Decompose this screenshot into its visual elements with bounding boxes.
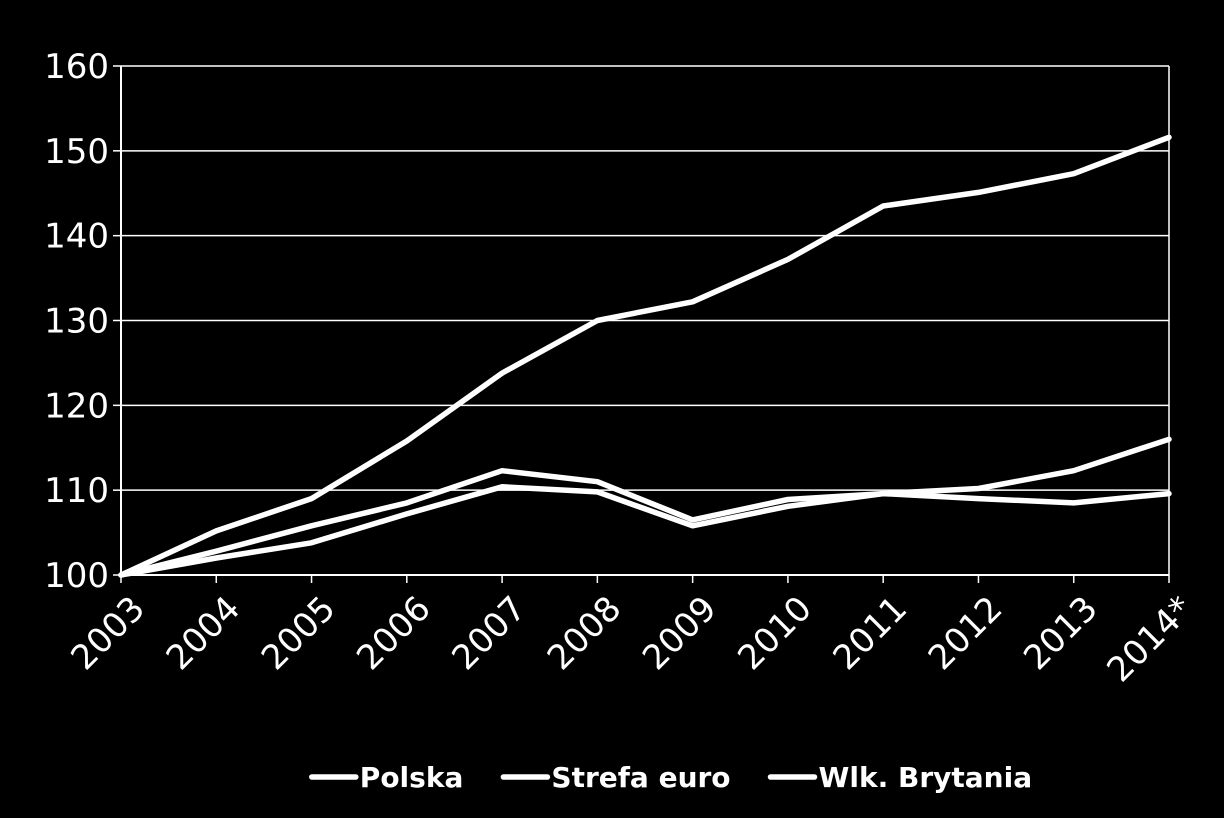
legend-label-0: Polska <box>360 761 464 794</box>
y-tick-label-100: 100 <box>44 556 109 596</box>
x-tick-label-2: 2005 <box>254 589 343 678</box>
x-tick-label-7: 2010 <box>730 589 819 678</box>
x-tick-label-4: 2007 <box>445 589 534 678</box>
gridlines <box>121 65 1169 491</box>
legend-item-2: Wlk. Brytania <box>767 761 1033 794</box>
x-tick-label-6: 2009 <box>635 589 724 678</box>
x-axis-ticks: 2003 2004 2005 2006 2007 2008 2009 2010 2011 2012… <box>63 589 1200 690</box>
x-tick-label-5: 2008 <box>540 589 629 678</box>
axes <box>113 65 1170 583</box>
x-tick-label-3: 2006 <box>349 589 438 678</box>
y-tick-label-110: 110 <box>44 471 109 511</box>
series-lines <box>118 134 1172 578</box>
series-line-1 <box>118 484 1172 578</box>
x-tick-label-10: 2013 <box>1016 589 1105 678</box>
legend: Polska Strefa euro Wlk. Brytania <box>309 761 1033 794</box>
y-tick-label-120: 120 <box>44 386 109 426</box>
y-axis-ticks: 100 110 120 130 140 150 160 <box>44 47 109 596</box>
series-line-0 <box>118 134 1172 578</box>
y-tick-label-130: 130 <box>44 302 109 342</box>
series-line-2 <box>118 436 1172 578</box>
legend-item-1: Strefa euro <box>500 761 731 794</box>
legend-item-0: Polska <box>309 761 464 794</box>
x-tick-label-9: 2012 <box>921 589 1010 678</box>
y-tick-label-150: 150 <box>44 132 109 172</box>
legend-label-1: Strefa euro <box>551 761 730 794</box>
x-tick-label-1: 2004 <box>159 589 248 678</box>
y-tick-label-160: 160 <box>44 47 109 87</box>
x-tick-label-11: 2014* <box>1099 589 1200 690</box>
y-tick-label-140: 140 <box>44 217 109 257</box>
legend-label-2: Wlk. Brytania <box>819 761 1033 794</box>
x-tick-label-0: 2003 <box>63 589 152 678</box>
x-tick-label-8: 2011 <box>826 589 915 678</box>
